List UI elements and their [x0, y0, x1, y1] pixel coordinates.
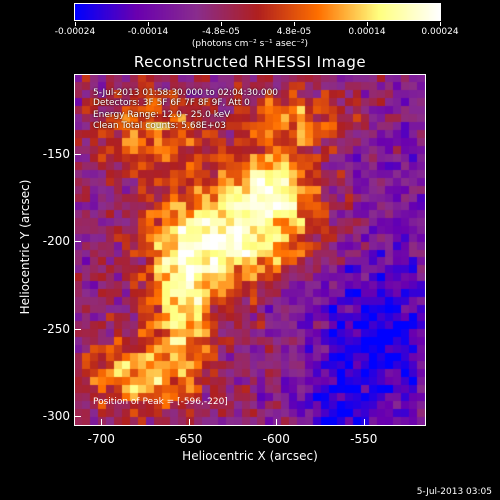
- x-tick-label: -650: [175, 432, 203, 446]
- x-tick-label: -700: [87, 432, 115, 446]
- plot-title: Reconstructed RHESSI Image: [133, 53, 367, 71]
- info-clean: Clean Total counts: 5.68E+03: [93, 121, 226, 131]
- colorbar-tick-mark: [367, 22, 368, 26]
- colorbar-tick-mark: [221, 22, 222, 26]
- colorbar-tick-mark: [440, 22, 441, 26]
- colorbar-tick-label: -0.00014: [127, 27, 169, 37]
- colorbar-tick-label: 0.00014: [348, 27, 386, 37]
- colorbar-tick-label: -4.8e-05: [202, 27, 240, 37]
- y-axis-label: Heliocentric Y (arcsec): [18, 179, 32, 315]
- info-detectors: Detectors: 3F 5F 6F 7F 8F 9F, Att 0: [93, 98, 250, 108]
- colorbar-units: (photons cm⁻² s⁻¹ asec⁻²): [191, 39, 309, 49]
- colorbar-tick-label: 4.8e-05: [276, 27, 312, 37]
- heatmap-canvas: [75, 75, 425, 425]
- y-tick-label: -150: [42, 146, 70, 161]
- x-tick-mark: [101, 419, 103, 425]
- colorbar-tick-label: 0.00024: [421, 27, 459, 37]
- x-tick-mark: [363, 419, 365, 425]
- y-tick-mark: [75, 416, 81, 418]
- x-tick-label: -600: [262, 432, 290, 446]
- colorbar-tick-mark: [75, 22, 76, 26]
- y-tick-label: -250: [42, 321, 70, 336]
- y-tick-mark: [75, 153, 81, 155]
- x-tick-mark: [276, 419, 278, 425]
- rhessi-image: [74, 74, 426, 426]
- colorbar-tick-label: -0.00024: [54, 27, 96, 37]
- y-tick-mark: [75, 241, 81, 243]
- x-axis-label: Heliocentric X (arcsec): [182, 449, 318, 463]
- colorbar: [74, 3, 441, 21]
- colorbar-tick-mark: [148, 22, 149, 26]
- y-tick-mark: [75, 328, 81, 330]
- x-tick-label: -550: [350, 432, 378, 446]
- peak-position: Position of Peak = [-596,-220]: [93, 397, 228, 407]
- colorbar-tick-mark: [294, 22, 295, 26]
- y-tick-label: -300: [42, 409, 70, 424]
- x-tick-mark: [188, 419, 190, 425]
- y-tick-label: -200: [42, 234, 70, 249]
- info-energy-range: Energy Range: 12.0 - 25.0 keV: [93, 110, 231, 120]
- info-time-range: 5-Jul-2013 01:58:30.000 to 02:04:30.000: [93, 88, 279, 98]
- timestamp: 5-Jul-2013 03:05: [416, 487, 492, 497]
